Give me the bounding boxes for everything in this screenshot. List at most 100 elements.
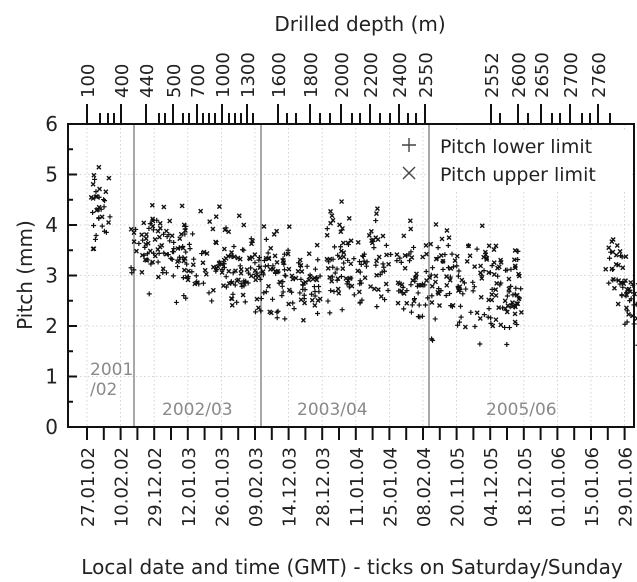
point-upper-limit (335, 286, 341, 292)
point-upper-limit (516, 296, 522, 302)
point-upper-limit (152, 237, 158, 243)
point-upper-limit (293, 275, 299, 281)
point-lower-limit (242, 299, 248, 305)
point-lower-limit (274, 315, 280, 321)
point-upper-limit (335, 276, 341, 282)
point-lower-limit (101, 228, 107, 234)
point-upper-limit (420, 254, 426, 260)
point-lower-limit (447, 291, 453, 297)
point-lower-limit (330, 256, 336, 262)
point-lower-limit (183, 249, 189, 255)
point-lower-limit (91, 223, 97, 229)
point-upper-limit (298, 297, 304, 303)
point-upper-limit (327, 274, 333, 280)
point-upper-limit (314, 242, 320, 248)
point-upper-limit (169, 233, 175, 239)
point-lower-limit (397, 255, 403, 261)
point-upper-limit (234, 278, 240, 284)
point-upper-limit (203, 271, 209, 277)
point-upper-limit (268, 310, 274, 316)
date-ticks: 27.01.02 10.02.02 29.12.02 12.01.03 26.01.03… (78, 427, 637, 527)
point-upper-limit (375, 287, 381, 293)
point-lower-limit (430, 265, 436, 271)
point-upper-limit (339, 199, 345, 205)
point-upper-limit (395, 280, 401, 286)
point-lower-limit (470, 288, 476, 294)
point-lower-limit (107, 214, 113, 220)
point-upper-limit (609, 266, 615, 272)
point-lower-limit (315, 257, 321, 263)
point-lower-limit (628, 296, 634, 302)
point-upper-limit (623, 278, 629, 284)
depth-tick-label: 2760 (589, 52, 610, 98)
point-lower-limit (93, 189, 99, 195)
point-upper-limit (614, 242, 620, 248)
point-lower-limit (488, 315, 494, 321)
point-upper-limit (155, 246, 161, 252)
point-upper-limit (613, 252, 619, 258)
point-upper-limit (502, 298, 508, 304)
point-lower-limit (443, 292, 449, 298)
point-lower-limit (409, 302, 415, 308)
point-upper-limit (139, 232, 145, 238)
point-upper-limit (306, 277, 312, 283)
point-upper-limit (215, 264, 221, 270)
point-lower-limit (515, 257, 521, 263)
point-lower-limit (129, 270, 135, 276)
point-upper-limit (161, 204, 167, 210)
point-lower-limit (99, 223, 105, 229)
date-tick-label: 10.02.02 (112, 447, 133, 527)
point-upper-limit (386, 261, 392, 267)
point-upper-limit (310, 276, 316, 282)
depth-tick-label: 2550 (416, 52, 437, 98)
legend-marker-plus-icon (402, 138, 416, 152)
point-upper-limit (244, 267, 250, 273)
point-lower-limit (463, 286, 469, 292)
point-upper-limit (383, 281, 389, 287)
point-upper-limit (450, 302, 456, 308)
point-lower-limit (316, 284, 322, 290)
point-lower-limit (456, 319, 462, 325)
point-lower-limit (280, 289, 286, 295)
point-upper-limit (213, 214, 219, 220)
point-lower-limit (160, 270, 166, 276)
date-tick-label: 09.02.03 (246, 447, 267, 527)
point-upper-limit (228, 295, 234, 301)
point-upper-limit (229, 302, 235, 308)
y-tick-label: 2 (45, 314, 58, 338)
point-lower-limit (274, 309, 280, 315)
date-tick-label: 25.01.04 (380, 447, 401, 527)
point-upper-limit (103, 189, 109, 195)
point-lower-limit (358, 280, 364, 286)
point-lower-limit (332, 244, 338, 250)
point-lower-limit (345, 257, 351, 263)
point-upper-limit (613, 261, 619, 267)
depth-tick-label: 100 (78, 64, 99, 98)
point-lower-limit (474, 246, 480, 252)
point-upper-limit (477, 270, 483, 276)
season-label: /02 (90, 380, 117, 400)
point-lower-limit (330, 264, 336, 270)
point-upper-limit (489, 292, 495, 298)
point-lower-limit (429, 293, 435, 299)
point-lower-limit (503, 267, 509, 273)
point-lower-limit (396, 288, 402, 294)
point-lower-limit (191, 256, 197, 262)
point-upper-limit (402, 265, 408, 271)
point-lower-limit (270, 296, 276, 302)
depth-tick-label: 1300 (238, 52, 259, 98)
point-upper-limit (216, 260, 222, 266)
point-upper-limit (479, 223, 485, 229)
point-upper-limit (433, 256, 439, 262)
point-upper-limit (324, 232, 330, 238)
point-lower-limit (328, 288, 334, 294)
point-lower-limit (309, 291, 315, 297)
point-lower-limit (167, 238, 173, 244)
point-upper-limit (266, 256, 272, 262)
point-lower-limit (619, 292, 625, 298)
legend-marker-cross-icon (402, 166, 416, 180)
point-upper-limit (290, 276, 296, 282)
point-upper-limit (623, 305, 629, 311)
point-upper-limit (343, 276, 349, 282)
point-upper-limit (610, 276, 616, 282)
